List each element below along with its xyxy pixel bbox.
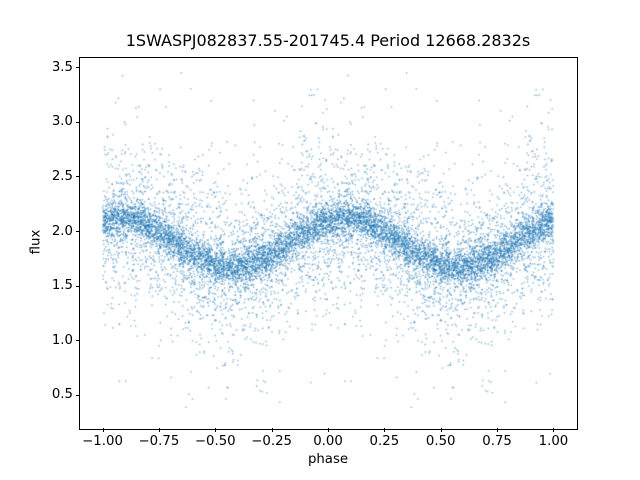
y-axis-tick — [76, 285, 80, 287]
y-axis-tick — [76, 231, 80, 233]
x-tick-label: 0.50 — [425, 433, 456, 449]
y-axis-tick — [76, 340, 80, 342]
x-tick-label: −0.25 — [251, 433, 292, 449]
x-tick-label: 0.00 — [313, 433, 343, 449]
y-tick-label: 2.0 — [51, 223, 73, 239]
y-tick-label: 3.5 — [51, 59, 73, 75]
x-axis-label: phase — [307, 452, 349, 467]
x-axis-tick — [497, 427, 499, 432]
x-axis-tick — [553, 427, 555, 432]
x-axis-tick — [271, 427, 273, 432]
y-tick-label: 1.0 — [51, 332, 73, 348]
x-tick-label: 1.00 — [538, 433, 569, 449]
y-axis-tick — [76, 394, 80, 396]
x-axis-tick — [440, 427, 442, 432]
y-tick-label: 3.0 — [51, 114, 73, 130]
x-tick-label: 0.25 — [369, 433, 400, 449]
x-axis-tick — [158, 427, 160, 432]
y-axis-label: flux — [28, 229, 44, 255]
y-tick-label: 1.5 — [51, 278, 73, 294]
scatter-canvas — [80, 57, 576, 428]
x-tick-label: −0.50 — [194, 433, 236, 449]
y-axis-tick — [76, 176, 80, 178]
x-tick-label: −0.75 — [138, 433, 180, 449]
x-axis-tick — [328, 427, 329, 432]
y-axis-tick — [76, 121, 80, 123]
y-tick-label: 2.5 — [51, 168, 73, 184]
y-axis-tick — [76, 67, 80, 69]
x-axis-tick — [384, 427, 386, 432]
x-axis-tick — [215, 427, 217, 432]
x-tick-label: −1.00 — [82, 433, 123, 449]
y-tick-label: 0.5 — [51, 387, 73, 403]
plot-title: 1SWASPJ082837.55-201745.4 Period 12668.2… — [125, 31, 531, 50]
x-tick-label: 0.75 — [482, 433, 512, 449]
x-axis-tick — [102, 427, 104, 432]
plot-area: −1.00 −0.75 −0.50 −0.25 0.00 0.25 0.50 0.75 1.00… — [52, 56, 578, 449]
